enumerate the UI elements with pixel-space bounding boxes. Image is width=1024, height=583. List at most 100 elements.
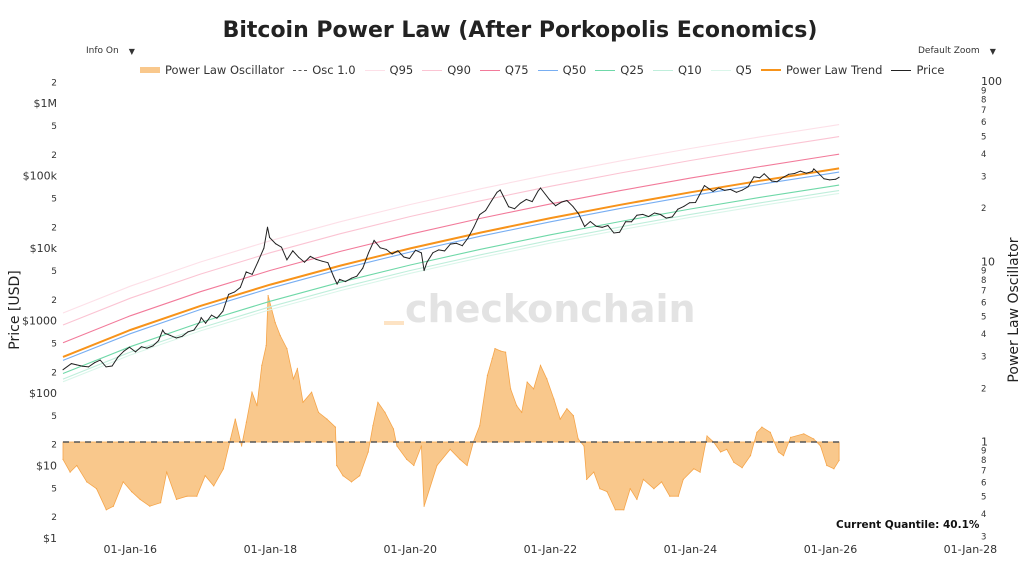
legend-item-price[interactable]: Price: [891, 63, 945, 77]
series-line-q5: [62, 192, 840, 383]
legend-label: Q25: [620, 63, 644, 77]
y2-tick-label: 8: [981, 96, 986, 106]
series-line-q50: [62, 171, 840, 361]
y-tick-label: 2: [51, 78, 57, 88]
legend-item-trend[interactable]: Power Law Trend: [761, 63, 882, 77]
legend: Power Law Oscillator Osc 1.0 Q95 Q90 Q75 Q50 Q…: [140, 63, 954, 77]
oscillator-point: [500, 350, 502, 352]
price-point: [607, 225, 609, 226]
oscillator-point: [234, 418, 236, 420]
price-line: [62, 168, 840, 371]
oscillator-point: [566, 408, 568, 410]
price-point: [514, 208, 516, 210]
x-tick-label: 01-Jan-16: [104, 543, 158, 556]
y2-tick-label: 7: [981, 106, 986, 116]
legend-item-q50[interactable]: Q50: [537, 63, 587, 77]
oscillator-point: [706, 435, 708, 437]
oscillator-point: [251, 391, 253, 393]
oscillator-point: [186, 495, 188, 497]
oscillator-point: [803, 433, 805, 435]
quantile-bands-layer: [62, 124, 840, 383]
y2-tick-label: 1: [981, 435, 988, 448]
series-line-trend: [62, 167, 840, 358]
oscillator-point: [642, 478, 645, 480]
y2-tick-label: 7: [981, 286, 986, 296]
price-point: [455, 242, 457, 244]
legend-item-oscillator[interactable]: Power Law Oscillator: [140, 63, 284, 77]
price-point: [823, 178, 825, 180]
info-dropdown[interactable]: Info On ▼: [86, 46, 135, 56]
price-point: [257, 261, 259, 263]
oscillator-point: [553, 398, 555, 400]
y-tick-label: $1: [43, 532, 57, 545]
price-point: [432, 252, 434, 254]
y-tick-label: 2: [51, 223, 57, 233]
oscillator-point: [769, 431, 771, 433]
price-point: [619, 231, 621, 233]
price-point: [578, 213, 580, 215]
price-point: [763, 173, 765, 175]
price-point: [572, 205, 574, 207]
price-point: [601, 226, 603, 228]
price-point: [356, 275, 358, 277]
oscillator-point: [599, 488, 601, 490]
oscillator-point: [539, 364, 542, 366]
oscillator-point: [494, 348, 496, 350]
legend-item-q25[interactable]: Q25: [595, 63, 644, 77]
legend-item-q10[interactable]: Q10: [652, 63, 702, 77]
oscillator-point: [790, 436, 792, 438]
price-point: [228, 293, 230, 295]
legend-label: Q50: [562, 63, 587, 77]
oscillator-point: [479, 425, 481, 427]
price-point: [625, 221, 627, 223]
legend-item-osc1[interactable]: Osc 1.0: [293, 63, 356, 77]
y-tick-label: 5: [51, 339, 57, 349]
x-tick-label: 01-Jan-22: [524, 543, 578, 556]
price-point: [729, 188, 731, 190]
legend-item-q5[interactable]: Q5: [710, 63, 752, 77]
oscillator-point: [279, 334, 281, 337]
price-point: [205, 322, 207, 324]
y2-tick-label: 5: [981, 313, 986, 323]
price-point: [391, 253, 393, 255]
price-point: [549, 199, 551, 201]
oscillator-point: [586, 478, 588, 480]
oscillator-point: [661, 481, 663, 483]
y2-tick-label: 3: [981, 533, 986, 543]
oscillator-point: [222, 468, 224, 470]
y-tick-label: 5: [51, 267, 57, 277]
legend-item-q90[interactable]: Q90: [422, 63, 471, 77]
chevron-down-icon: ▼: [128, 46, 135, 56]
oscillator-point: [733, 461, 735, 463]
price-point: [152, 345, 154, 347]
y2-axis-title: Power Law Oscillator: [1006, 237, 1022, 382]
x-tick-label: 01-Jan-28: [944, 543, 998, 556]
legend-label: Power Law Trend: [786, 63, 883, 77]
price-point: [140, 346, 142, 348]
price-point: [336, 283, 338, 285]
oscillator-point: [372, 425, 374, 427]
price-point: [373, 239, 375, 241]
price-point: [753, 176, 755, 178]
oscillator-point: [334, 426, 336, 428]
oscillator-point: [302, 401, 304, 403]
price-point: [409, 258, 411, 259]
axes-layer: $1 2 5 $10 2 5 $100 2 5 $1000 2 5 $10k 2 5 $100k 2 5 $1M 2 3…: [22, 75, 1002, 556]
y2-tick-label: 6: [981, 478, 986, 488]
price-point: [817, 172, 819, 174]
y2-tick-label: 100: [981, 75, 1002, 88]
y-tick-label: 2: [51, 368, 57, 378]
oscillator-point: [693, 468, 695, 470]
oscillator-point: [296, 368, 298, 370]
price-point: [222, 310, 224, 312]
legend-label: Price: [916, 63, 945, 77]
price-point: [164, 332, 166, 334]
zoom-dropdown[interactable]: Default Zoom ▼: [918, 46, 996, 56]
legend-item-q75[interactable]: Q75: [479, 63, 529, 77]
legend-swatch-icon: [652, 69, 673, 71]
legend-item-q95[interactable]: Q95: [364, 63, 413, 77]
price-point: [169, 334, 171, 336]
price-point: [267, 226, 268, 228]
price-point: [117, 356, 119, 358]
